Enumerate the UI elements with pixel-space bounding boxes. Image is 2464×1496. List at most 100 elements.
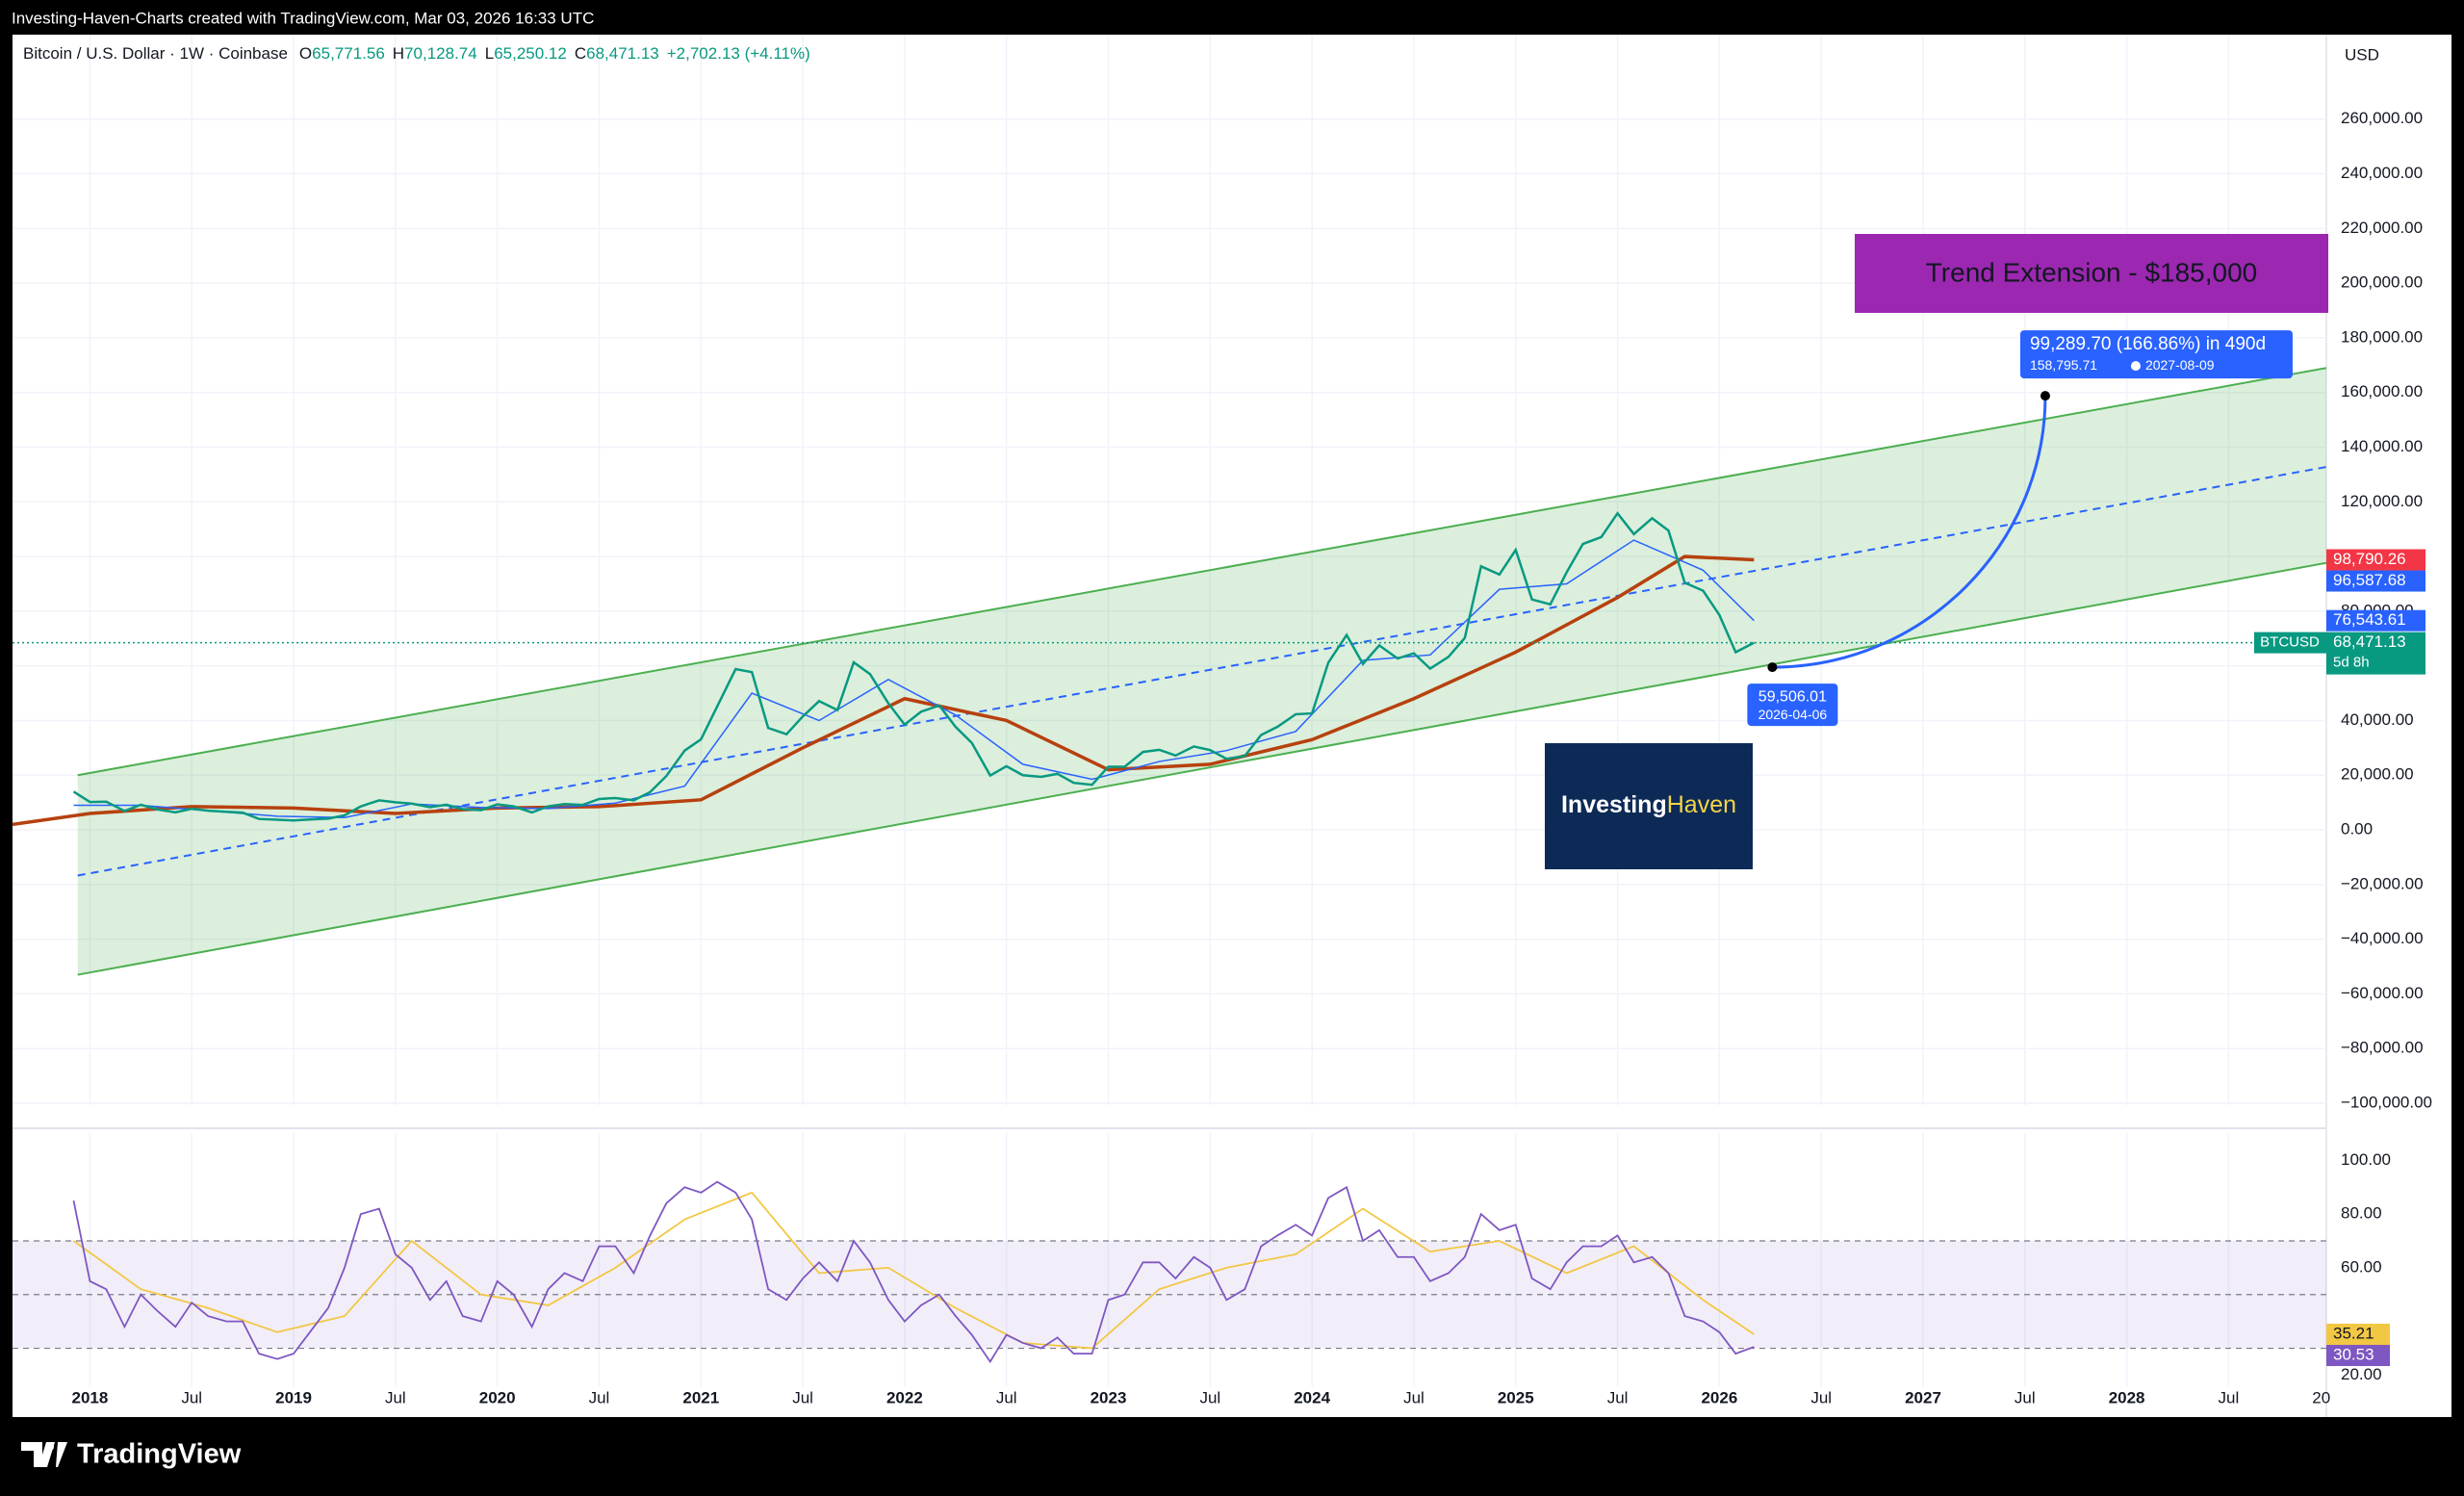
- y-tick-label: −60,000.00: [2341, 984, 2424, 1002]
- rsi-badge-label: 30.53: [2333, 1345, 2374, 1363]
- price-badge: [2326, 549, 2426, 571]
- x-tick-label: Jul: [2219, 1388, 2240, 1406]
- x-tick-label: Jul: [385, 1388, 406, 1406]
- currency-label: USD: [2345, 45, 2379, 64]
- x-tick-label: 2025: [1498, 1388, 1534, 1406]
- x-tick-label: 2024: [1294, 1388, 1330, 1406]
- projection-change: 99,289.70 (166.86%) in 490d: [2030, 334, 2266, 354]
- channel-lower: [77, 561, 2326, 976]
- y-tick-label: 20,000.00: [2341, 765, 2414, 784]
- brand: TradingView: [21, 1439, 242, 1470]
- y-tick-label: 220,000.00: [2341, 219, 2423, 237]
- symbol: Bitcoin / U.S. Dollar · 1W · Coinbase: [23, 44, 288, 63]
- projection-start-label: [1747, 684, 1838, 727]
- ohlc-value: 70,128.74: [404, 44, 477, 63]
- plot: 2018 Jul 2019 Jul 2020 Jul 2021 Jul 2022 Jul 2023 J…: [13, 35, 2432, 1406]
- rsi-tick-label: 80.00: [2341, 1204, 2382, 1223]
- logo-part: Haven: [1667, 791, 1736, 818]
- price-badge-label: 96,587.68: [2333, 571, 2406, 589]
- y-tick-label: 140,000.00: [2341, 437, 2423, 455]
- y-tick-label: 200,000.00: [2341, 273, 2423, 292]
- main-pane: [13, 367, 2326, 976]
- x-tick-label: Jul: [181, 1388, 202, 1406]
- y-tick-label: −40,000.00: [2341, 929, 2424, 947]
- symbol-badge-label: BTCUSD: [2260, 634, 2320, 651]
- ohlc-value: 68,471.13: [586, 44, 659, 63]
- x-tick-label: 2026: [1701, 1388, 1737, 1406]
- x-tick-label: Jul: [1403, 1388, 1424, 1406]
- ohlc-key: C: [575, 44, 586, 63]
- y-tick-label: 40,000.00: [2341, 710, 2414, 729]
- brand-icon: [21, 1442, 67, 1467]
- logo-text: InvestingHaven: [1561, 791, 1736, 818]
- projection-end: [2040, 391, 2050, 401]
- rsi-tick-label: 20.00: [2341, 1365, 2382, 1383]
- x-tick-label: 2027: [1905, 1388, 1941, 1406]
- change: +2,702.13 (+4.11%): [667, 44, 810, 63]
- x-tick-label: Jul: [792, 1388, 813, 1406]
- ohlc-key: H: [393, 44, 404, 63]
- logo-box: [1545, 743, 1753, 869]
- logo-part: Investing: [1561, 791, 1667, 818]
- x-tick-label: Jul: [589, 1388, 610, 1406]
- rsi-badge: [2326, 1345, 2390, 1367]
- rsi-badge-label: 35.21: [2333, 1324, 2374, 1342]
- x-tick-label: Jul: [1607, 1388, 1629, 1406]
- rsi-tick-label: 60.00: [2341, 1257, 2382, 1276]
- top-bar-text: Investing-Haven-Charts created with Trad…: [12, 9, 594, 27]
- price-line: [72, 511, 1755, 822]
- annotation-text: Trend Extension - $185,000: [1926, 257, 2258, 287]
- x-tick-label: Jul: [2015, 1388, 2036, 1406]
- x-tick-label: 2019: [275, 1388, 312, 1406]
- moving-average: [73, 539, 1755, 819]
- brand-name: TradingView: [77, 1439, 242, 1470]
- price-badge-label: 98,790.26: [2333, 550, 2406, 568]
- ohlc-value: 65,771.56: [312, 44, 385, 63]
- projection-end-date: 2027-08-09: [2145, 357, 2215, 373]
- rsi-ma: [72, 1191, 1755, 1350]
- price-badge: [2326, 632, 2426, 675]
- x-tick-label: 2021: [682, 1388, 719, 1406]
- symbol-header: Bitcoin / U.S. Dollar · 1W · Coinbase O65…: [23, 44, 810, 63]
- projection-curve: [1772, 396, 2047, 669]
- channel-fill: [77, 368, 2326, 975]
- ohlc-key: O: [299, 44, 312, 63]
- price-badge: [2326, 609, 2426, 632]
- brand-dot: [46, 1443, 54, 1451]
- price-badge: [2326, 570, 2426, 592]
- projection-end-label: [2019, 330, 2293, 379]
- symbol-badge: [2254, 632, 2326, 654]
- x-tick-label: 2022: [886, 1388, 923, 1406]
- x-tick-label: Jul: [1810, 1388, 1832, 1406]
- x-tick-label: 2020: [479, 1388, 516, 1406]
- y-tick-label: 120,000.00: [2341, 492, 2423, 510]
- ohlc-key: L: [485, 44, 494, 63]
- price-badge-label: 76,543.61: [2333, 610, 2406, 629]
- y-tick-label: −100,000.00: [2341, 1093, 2432, 1111]
- x-tick-label: 2028: [2109, 1388, 2145, 1406]
- projection-start-value: 59,506.01: [1758, 688, 1827, 705]
- channel-upper: [77, 367, 2326, 777]
- y-tick-label: −80,000.00: [2341, 1039, 2424, 1057]
- projection-start: [1767, 662, 1778, 673]
- rsi-badge: [2326, 1324, 2390, 1346]
- price-badge-label: 68,471.13: [2333, 632, 2406, 651]
- projection-end-value: 158,795.71: [2030, 357, 2097, 373]
- y-tick-label: 260,000.00: [2341, 109, 2423, 127]
- y-tick-label: 180,000.00: [2341, 327, 2423, 346]
- x-tick-label: 2018: [72, 1388, 109, 1406]
- projection-start-date: 2026-04-06: [1758, 707, 1828, 722]
- clock-icon: [2130, 361, 2141, 372]
- x-tick-label: Jul: [996, 1388, 1017, 1406]
- y-tick-label: 0.00: [2341, 820, 2373, 838]
- x-tick-label: 2023: [1091, 1388, 1127, 1406]
- moving-average: [13, 555, 1755, 827]
- y-tick-label: 240,000.00: [2341, 164, 2423, 182]
- annotation-box: [1855, 234, 2328, 313]
- x-tick-label: 20: [2312, 1388, 2330, 1406]
- rsi-tick-label: 100.00: [2341, 1150, 2391, 1169]
- y-tick-label: −20,000.00: [2341, 874, 2424, 892]
- rsi-line: [72, 1180, 1755, 1364]
- ohlc-value: 65,250.12: [494, 44, 567, 63]
